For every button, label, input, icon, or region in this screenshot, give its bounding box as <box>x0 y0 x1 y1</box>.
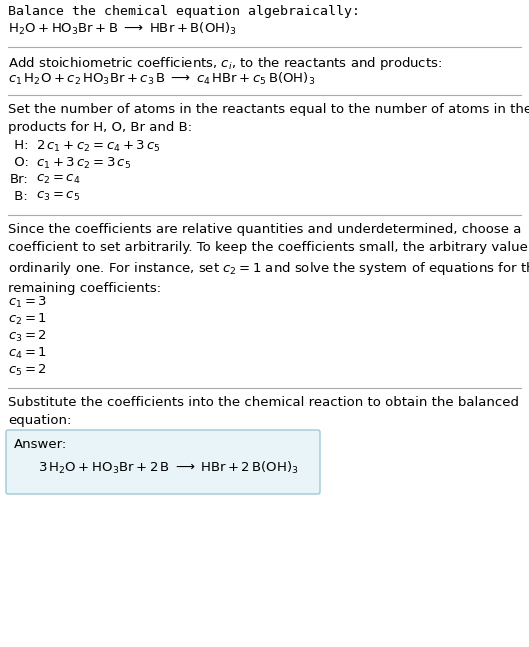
Text: Br:: Br: <box>10 173 29 186</box>
Text: Balance the chemical equation algebraically:: Balance the chemical equation algebraica… <box>8 5 360 18</box>
Text: $c_1 + 3\,c_2 = 3\,c_5$: $c_1 + 3\,c_2 = 3\,c_5$ <box>36 156 131 171</box>
FancyBboxPatch shape <box>6 430 320 494</box>
Text: $c_1 = 3$: $c_1 = 3$ <box>8 295 47 310</box>
Text: Substitute the coefficients into the chemical reaction to obtain the balanced
eq: Substitute the coefficients into the che… <box>8 396 519 427</box>
Text: $c_1\,\mathrm{H_2O} + c_2\,\mathrm{HO_3Br} + c_3\,\mathrm{B} \;\longrightarrow\;: $c_1\,\mathrm{H_2O} + c_2\,\mathrm{HO_3B… <box>8 71 315 87</box>
Text: $c_2 = 1$: $c_2 = 1$ <box>8 312 47 327</box>
Text: H:: H: <box>10 139 29 152</box>
Text: $c_5 = 2$: $c_5 = 2$ <box>8 363 47 378</box>
Text: $\mathrm{H_2O + HO_3Br + B \;\longrightarrow\; HBr + B(OH)_3}$: $\mathrm{H_2O + HO_3Br + B \;\longrighta… <box>8 21 237 37</box>
Text: O:: O: <box>10 156 29 169</box>
Text: Set the number of atoms in the reactants equal to the number of atoms in the
pro: Set the number of atoms in the reactants… <box>8 103 529 134</box>
Text: $c_3 = c_5$: $c_3 = c_5$ <box>36 190 80 203</box>
Text: $c_4 = 1$: $c_4 = 1$ <box>8 346 47 361</box>
Text: $2\,c_1 + c_2 = c_4 + 3\,c_5$: $2\,c_1 + c_2 = c_4 + 3\,c_5$ <box>36 139 161 154</box>
Text: $3\,\mathrm{H_2O + HO_3Br + 2\,B \;\longrightarrow\; HBr + 2\,B(OH)_3}$: $3\,\mathrm{H_2O + HO_3Br + 2\,B \;\long… <box>38 460 298 476</box>
Text: $c_3 = 2$: $c_3 = 2$ <box>8 329 47 344</box>
Text: Answer:: Answer: <box>14 438 67 451</box>
Text: $c_2 = c_4$: $c_2 = c_4$ <box>36 173 80 186</box>
Text: Since the coefficients are relative quantities and underdetermined, choose a
coe: Since the coefficients are relative quan… <box>8 223 529 295</box>
Text: B:: B: <box>10 190 28 203</box>
Text: Add stoichiometric coefficients, $c_i$, to the reactants and products:: Add stoichiometric coefficients, $c_i$, … <box>8 55 442 72</box>
